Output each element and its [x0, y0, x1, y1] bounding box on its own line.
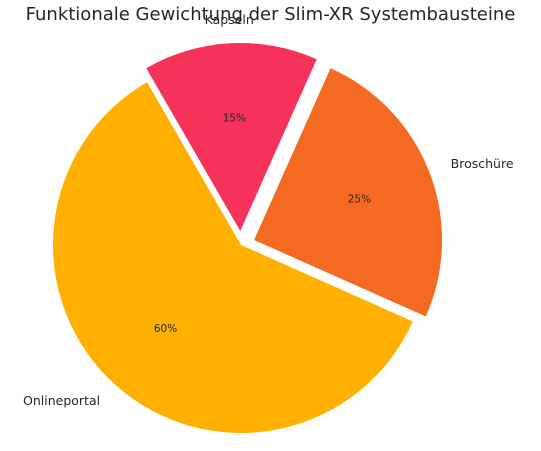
slice-value-label: 60%	[154, 323, 177, 335]
slice-value-label: 15%	[223, 112, 246, 124]
chart-title: Funktionale Gewichtung der Slim-XR Syste…	[25, 4, 516, 25]
slice-category-label: Onlineportal	[23, 393, 100, 408]
pie-slice-onlineportal	[52, 82, 413, 434]
pie-slice-kapseln	[146, 43, 317, 232]
slice-category-label: Kapseln	[205, 12, 254, 27]
pie-slices	[52, 43, 443, 434]
slice-value-label: 25%	[348, 194, 371, 206]
pie-slice-brosch-re	[254, 68, 443, 317]
pie-labels: 60% Onlineportal 25% Broschüre 15% Kapseln	[23, 12, 514, 408]
slice-category-label: Broschüre	[451, 156, 514, 171]
